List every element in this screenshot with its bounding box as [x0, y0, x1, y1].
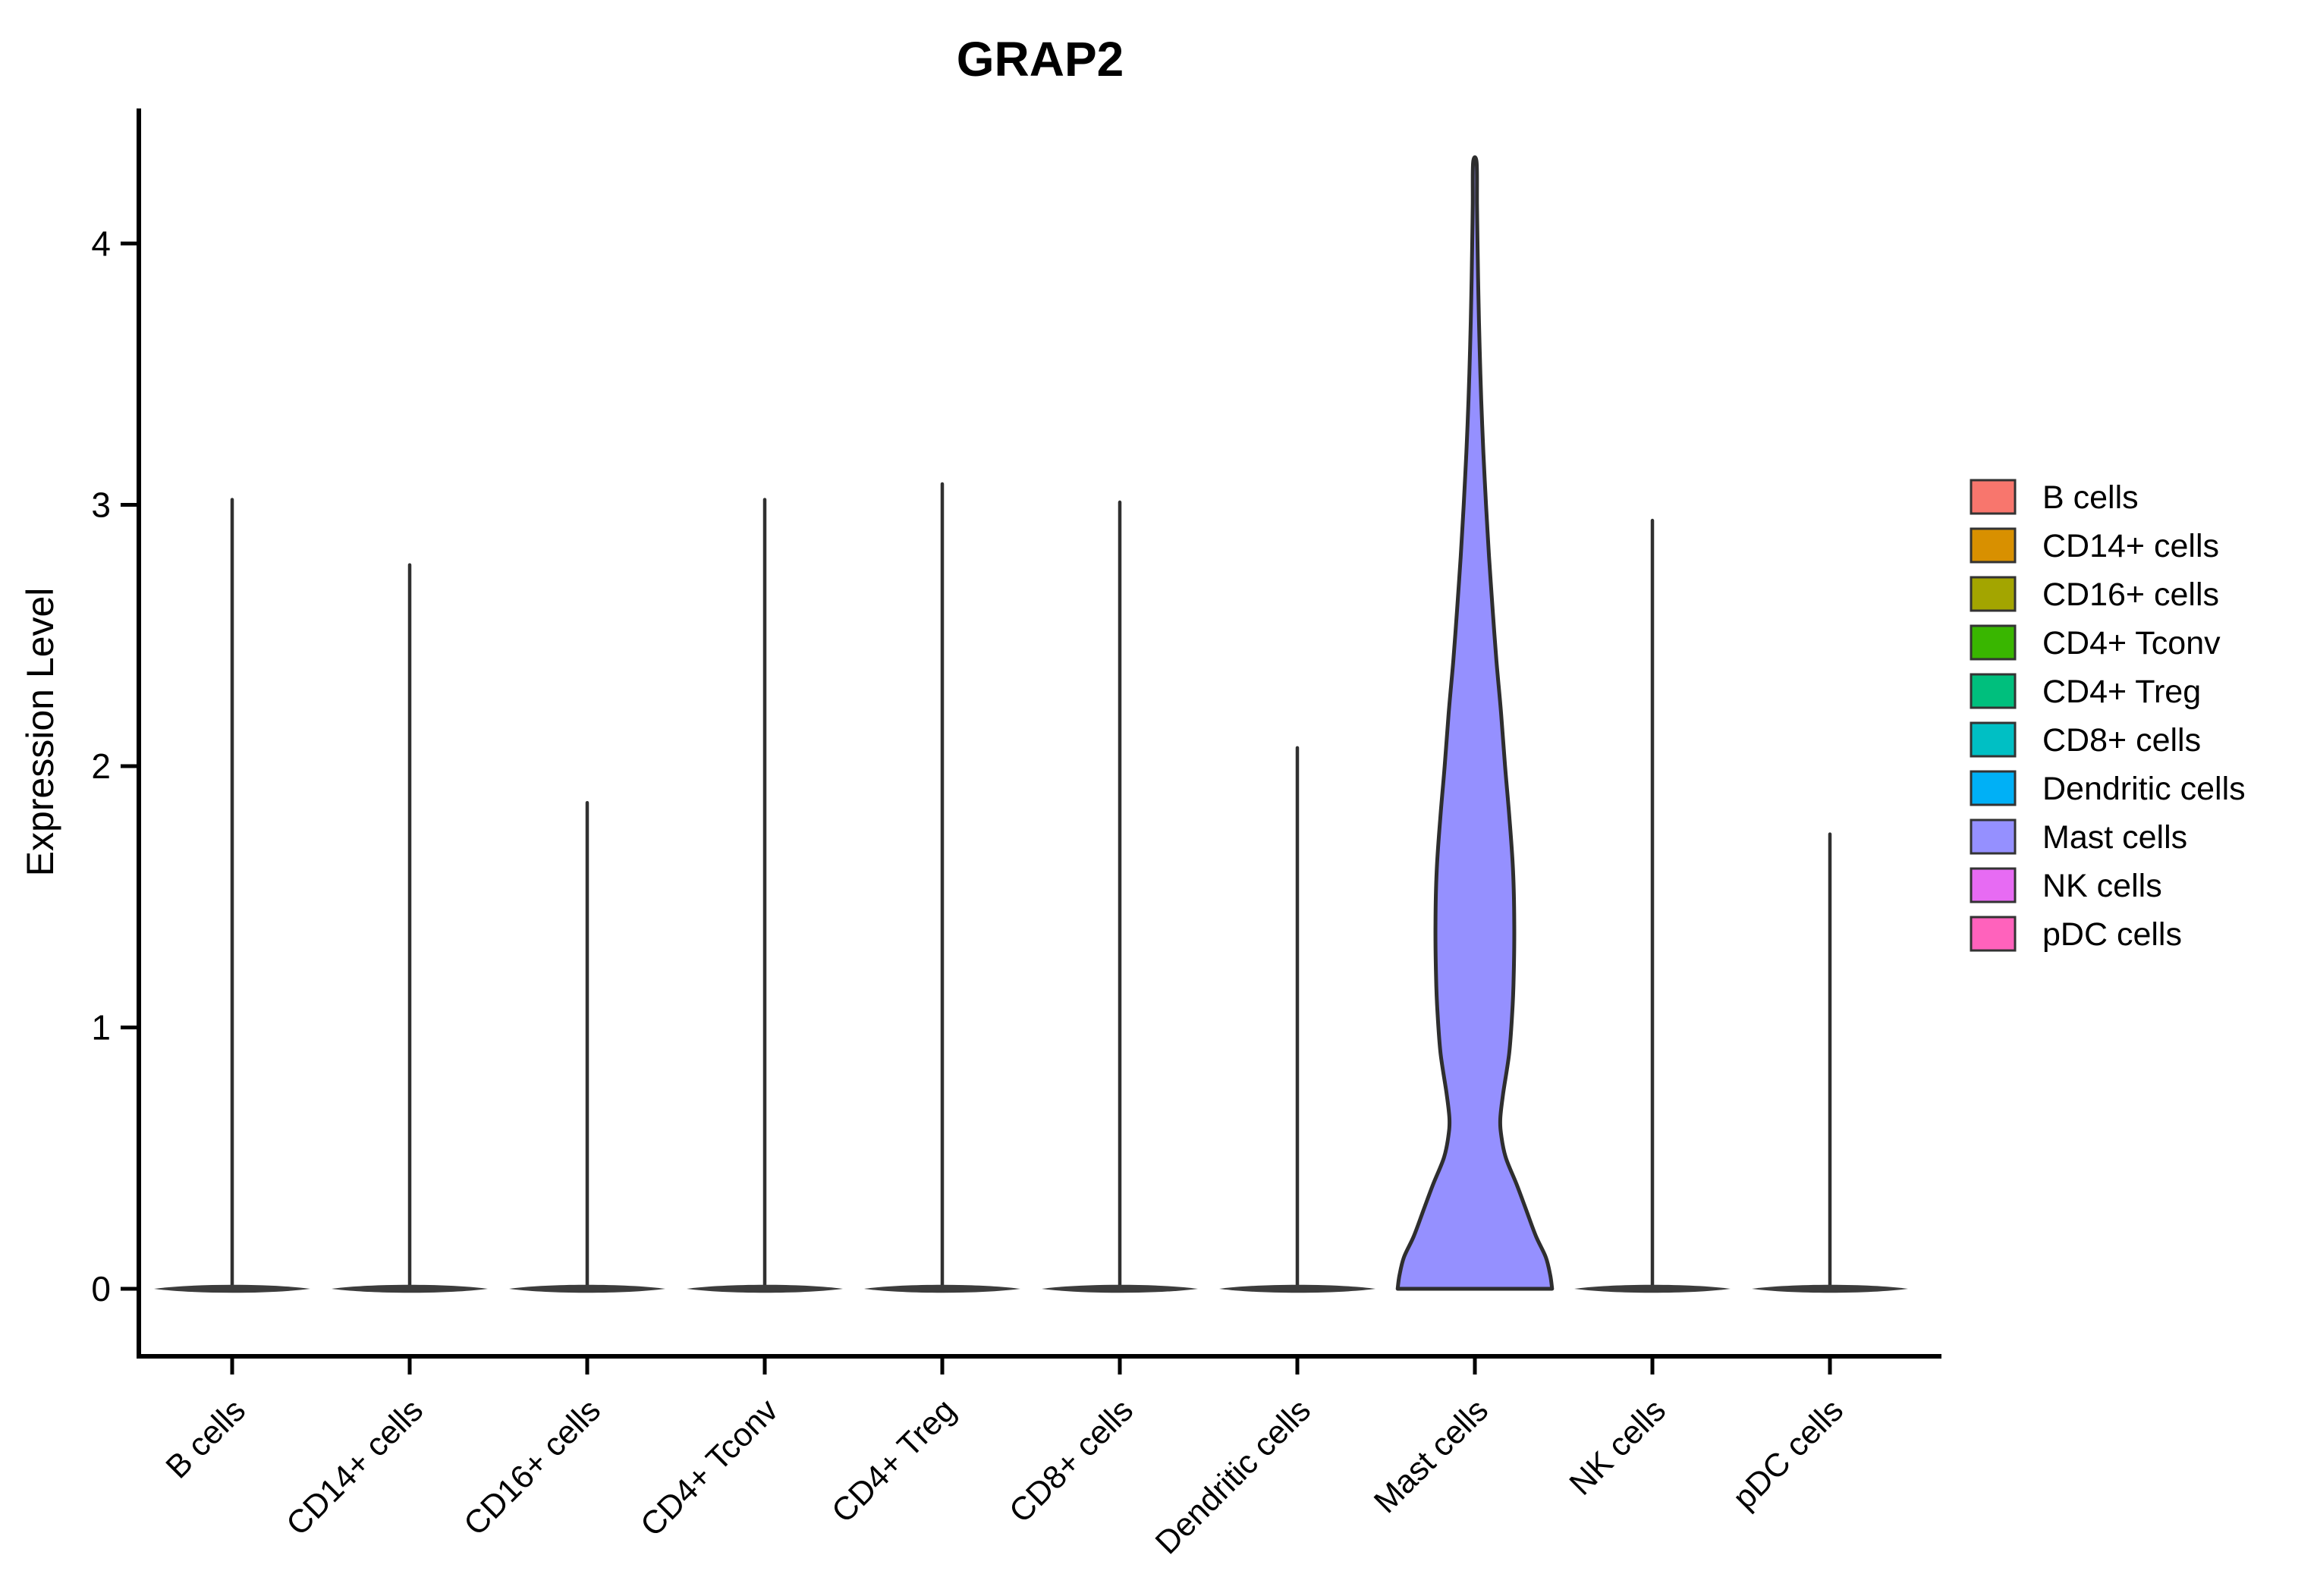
y-tick-label-1: 1: [91, 1008, 111, 1048]
violin-collapsed-cd16-cells: [509, 1284, 665, 1293]
legend-label-cd8-cells: CD8+ cells: [2042, 722, 2201, 759]
violin-collapsed-dendritic-cells: [1219, 1284, 1375, 1293]
legend-label-cd14-cells: CD14+ cells: [2042, 528, 2219, 564]
violin-body-mast-cells: [1395, 155, 1555, 1291]
legend-label-nk-cells: NK cells: [2042, 868, 2162, 904]
legend-key-cd8-cells: [1970, 721, 2017, 758]
legend-label-cd16-cells: CD16+ cells: [2042, 577, 2219, 613]
legend-label-b-cells: B cells: [2042, 479, 2139, 516]
violin-collapsed-cd14-cells: [332, 1284, 488, 1293]
legend-label-mast-cells: Mast cells: [2042, 819, 2187, 856]
violin-collapsed-nk-cells: [1574, 1284, 1731, 1293]
x-tick-label-cd4-treg: CD4+ Treg: [825, 1392, 963, 1530]
x-tick-label-b-cells: B cells: [159, 1392, 253, 1486]
x-tick-label-cd14-cells: CD14+ cells: [279, 1392, 430, 1543]
violin-collapsed-b-cells: [154, 1284, 310, 1293]
legend-key-cd14-cells: [1970, 527, 2017, 564]
legend-key-cd4-treg: [1970, 673, 2017, 709]
legend-key-nk-cells: [1970, 867, 2017, 903]
legend-key-b-cells: [1970, 479, 2017, 515]
y-tick-label-3: 3: [91, 485, 111, 525]
x-tick-label-dendritic-cells: Dendritic cells: [1149, 1392, 1318, 1561]
violin-collapsed-cd4-tconv: [687, 1284, 843, 1293]
x-tick-label-mast-cells: Mast cells: [1367, 1392, 1495, 1520]
violin-collapsed-cd4-treg: [864, 1284, 1020, 1293]
x-tick-label-cd16-cells: CD16+ cells: [457, 1392, 608, 1543]
x-tick-label-cd8-cells: CD8+ cells: [1002, 1392, 1140, 1530]
x-tick-label-pdc-cells: pDC cells: [1726, 1392, 1850, 1516]
chart-title: GRAP2: [957, 32, 1124, 86]
legend-key-mast-cells: [1970, 818, 2017, 855]
legend-label-pdc-cells: pDC cells: [2042, 916, 2182, 953]
legend: B cells CD14+ cells CD16+ cells CD4+ Tconv C…: [1970, 479, 2246, 953]
y-tick-label-4: 4: [91, 224, 111, 263]
violin-collapsed-pdc-cells: [1752, 1284, 1908, 1293]
legend-key-cd4-tconv: [1970, 624, 2017, 661]
legend-label-cd4-treg: CD4+ Treg: [2042, 674, 2201, 710]
x-tick-label-cd4-tconv: CD4+ Tconv: [633, 1392, 785, 1544]
y-axis-label: Expression Level: [19, 588, 61, 877]
legend-key-pdc-cells: [1970, 916, 2017, 952]
legend-label-cd4-tconv: CD4+ Tconv: [2042, 625, 2221, 661]
legend-key-cd16-cells: [1970, 576, 2017, 612]
x-tick-label-nk-cells: NK cells: [1563, 1392, 1673, 1502]
legend-label-dendritic-cells: Dendritic cells: [2042, 771, 2246, 807]
legend-key-dendritic-cells: [1970, 770, 2017, 806]
y-tick-label-0: 0: [91, 1269, 111, 1309]
y-tick-label-2: 2: [91, 746, 111, 786]
violin-collapsed-cd8-cells: [1042, 1284, 1198, 1293]
